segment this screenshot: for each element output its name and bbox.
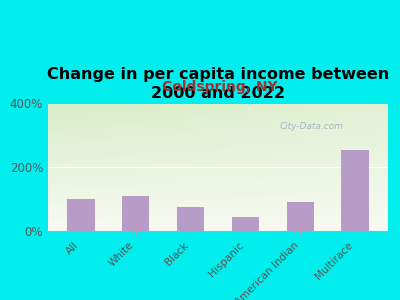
Bar (232, 217, 259, 231)
Bar (122, 196, 150, 231)
Bar (177, 207, 204, 231)
Text: City-Data.com: City-Data.com (279, 122, 343, 131)
Title: Change in per capita income between
2000 and 2022: Change in per capita income between 2000… (47, 67, 389, 101)
Text: Coldspring, NY: Coldspring, NY (162, 80, 278, 94)
Bar (67, 199, 95, 231)
Bar (341, 150, 369, 231)
Bar (286, 202, 314, 231)
